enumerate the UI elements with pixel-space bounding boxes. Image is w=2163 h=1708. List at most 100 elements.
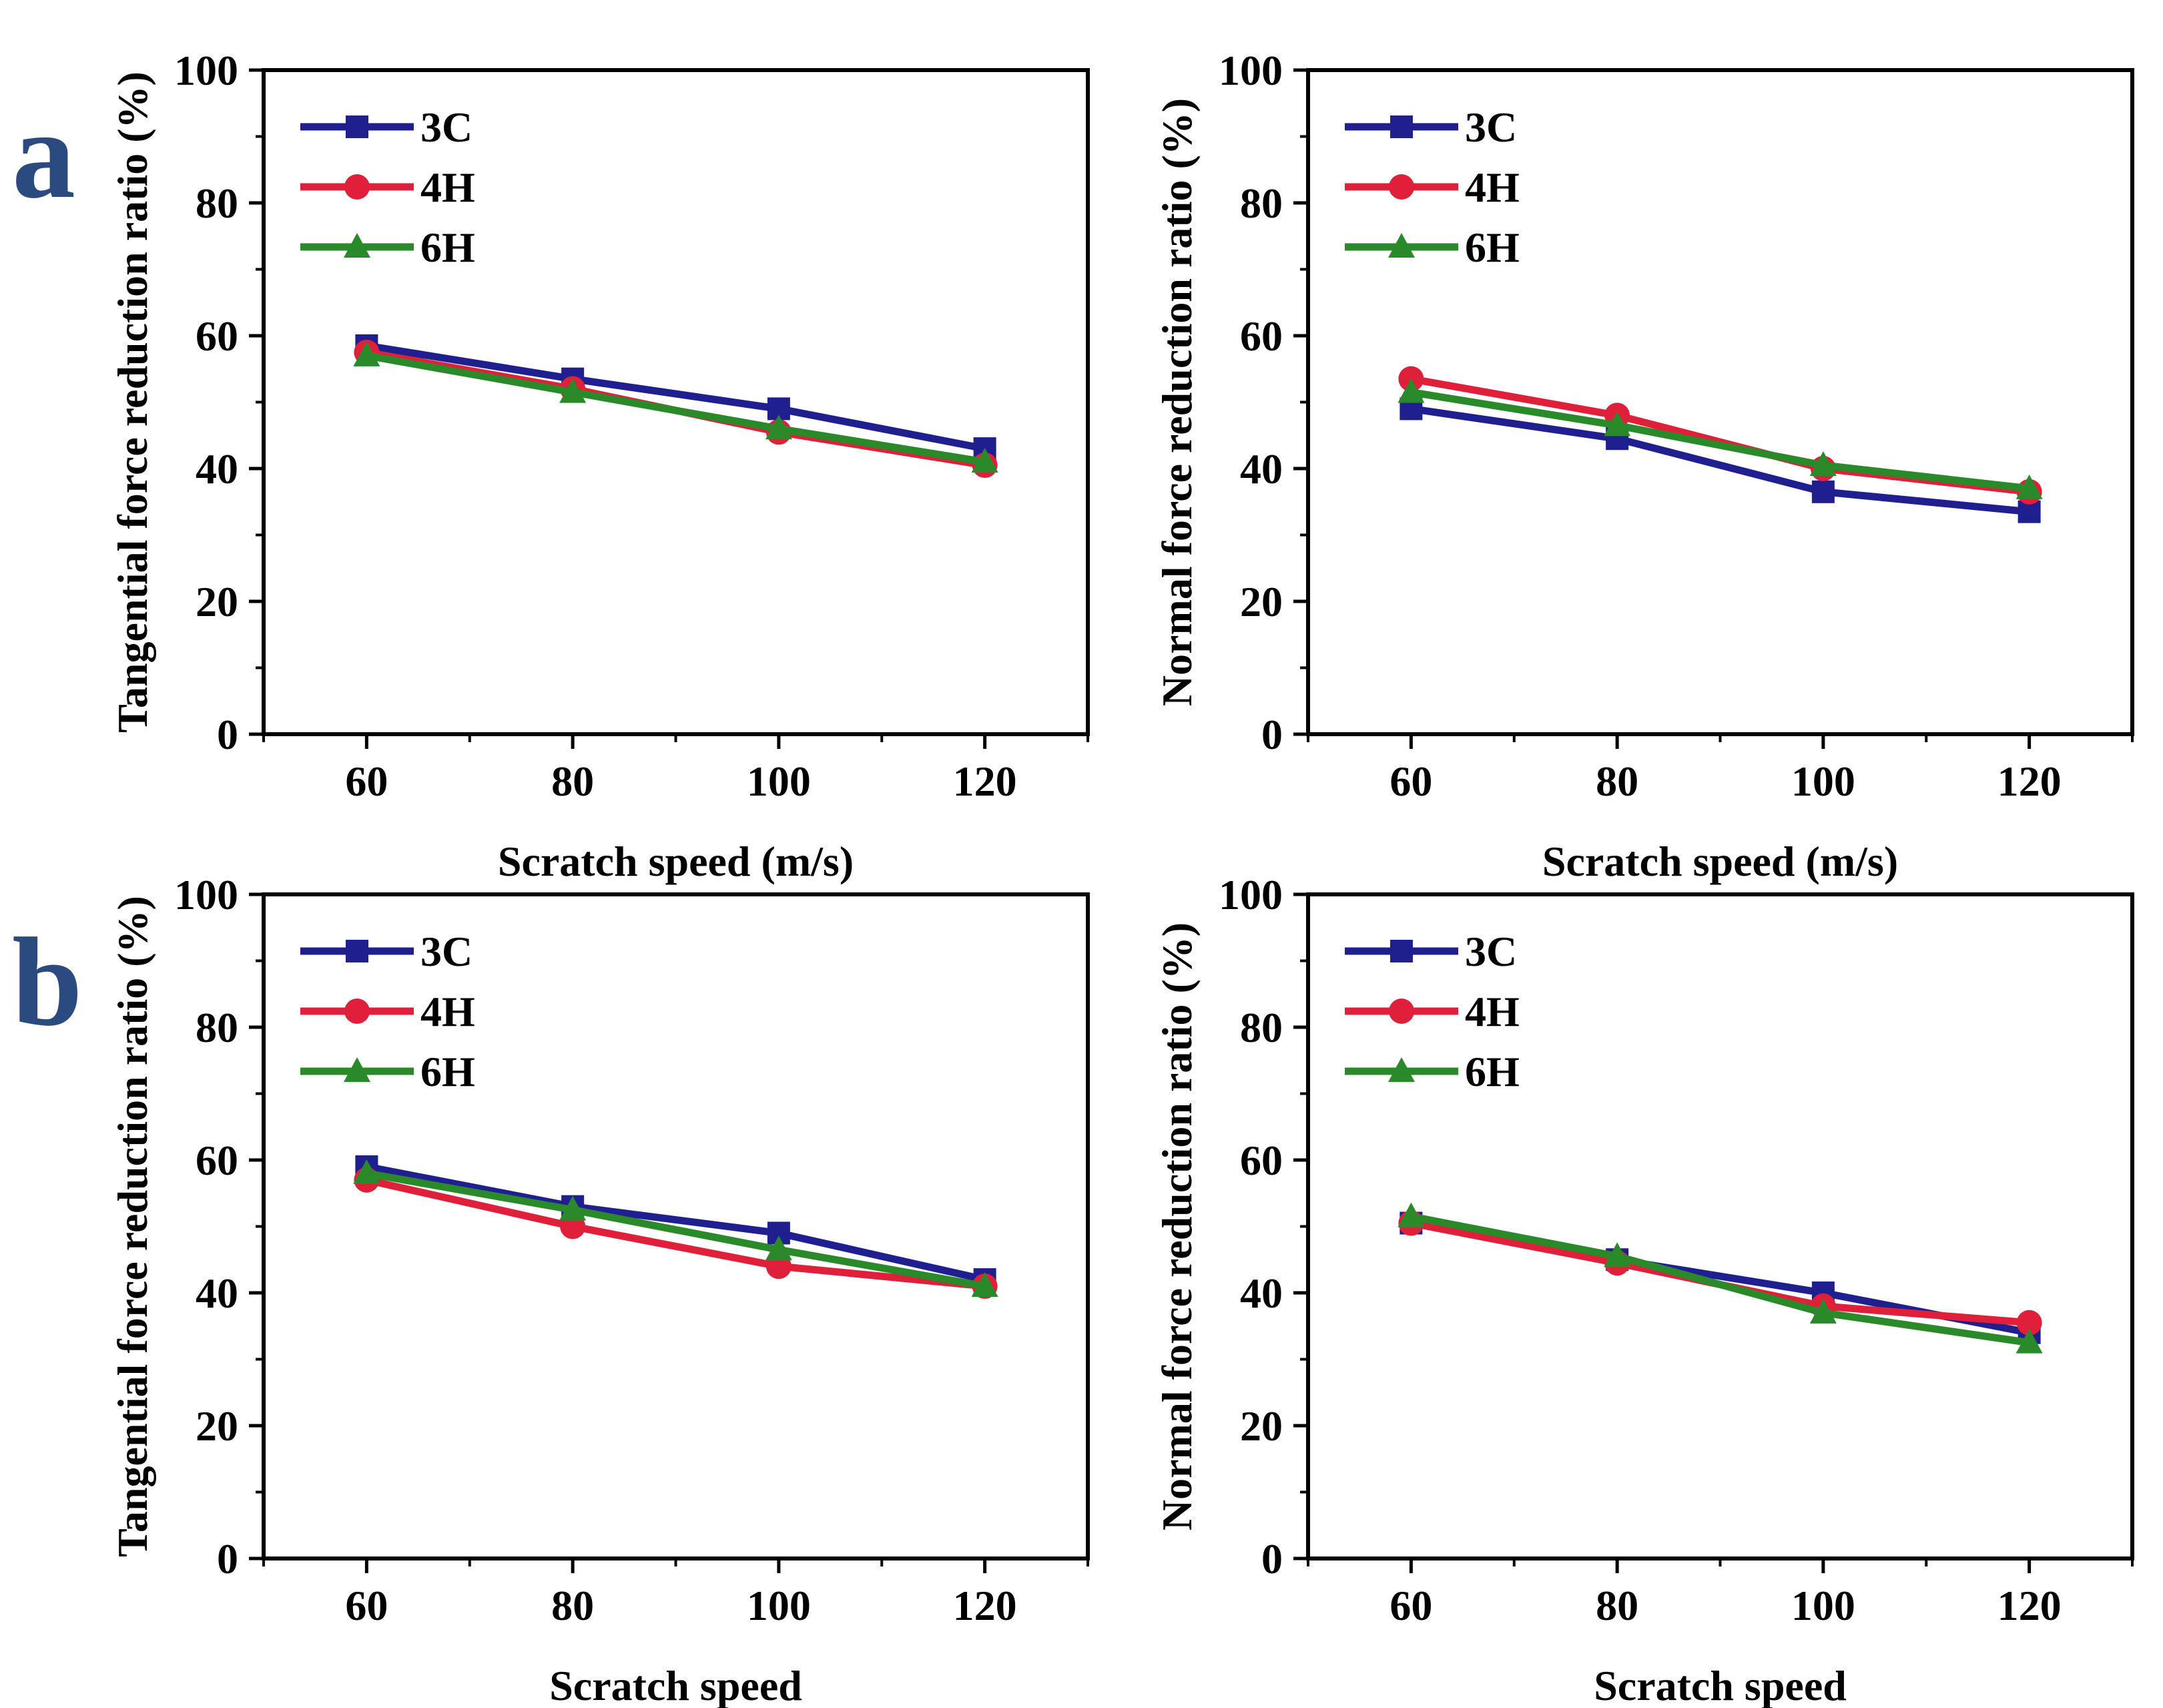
data-point-4H [2016,1310,2042,1336]
panel-label-a: a [12,85,75,225]
series-line-6H [1410,388,2030,493]
x-tick-label: 120 [953,758,1017,805]
series-6H [353,341,998,473]
y-tick-label: 0 [217,1535,238,1583]
y-axis-title: Normal force reduction ratio (%) [1153,98,1201,706]
x-tick-label: 120 [1997,758,2062,805]
x-tick-label: 100 [747,758,811,805]
x-tick-label: 120 [1997,1582,2062,1629]
legend-marker-6H [1388,233,1415,258]
legend-label-3C: 3C [420,928,473,975]
y-tick-label: 100 [1219,47,1283,94]
y-tick-label: 0 [1261,711,1283,758]
data-point-6H [765,414,792,440]
x-axis-title: Scratch speed [549,1662,802,1708]
x-tick-label: 60 [1389,1582,1432,1629]
chart-b-tangential: 0 20 40 60 80 100 60 80 100 120 Scratch speed Tange… [109,871,1090,1708]
y-tick-label: 100 [1219,871,1283,918]
x-tick-label: 100 [747,1582,811,1629]
y-tick-label: 20 [196,1402,238,1450]
y-axis-title: Normal force reduction ratio (%) [1153,922,1201,1530]
data-point-6H [353,341,380,366]
series-3C [1400,397,2041,523]
legend-marker-4H [1389,174,1414,200]
x-axis-title: Scratch speed (m/s) [1542,838,1898,885]
data-point-6H [559,378,587,403]
legend-marker-3C [346,940,368,962]
plot-frame [1306,68,2134,736]
legend-label-4H: 4H [1465,988,1520,1035]
y-tick-label: 0 [1261,1535,1283,1583]
legend-marker-4H [344,999,370,1024]
legend-label-4H: 4H [420,164,475,211]
y-tick-label: 40 [1240,1269,1283,1317]
y-tick-label: 20 [1240,1402,1283,1450]
y-tick-label: 20 [1240,578,1283,625]
y-tick-label: 100 [174,47,238,94]
legend-marker-4H [344,174,370,200]
series-4H [1398,366,2042,505]
data-point-6H [559,1195,587,1221]
chart-b-normal: 0 20 40 60 80 100 60 80 100 120 Scratch speed Norma… [1153,871,2134,1708]
series-line-4H [366,1176,986,1290]
series-line-6H [366,352,986,466]
chart-a-tangential: 0 20 40 60 80 100 60 80 100 120 Scratch speed (m/s… [109,47,1090,885]
legend-marker-4H [1389,999,1414,1024]
series-line-6H [1410,1213,2030,1347]
legend: 3C 4H 6H [1345,103,1520,271]
legend-marker-3C [346,115,368,138]
data-point-6H [971,1272,998,1298]
data-point-6H [2016,1328,2043,1354]
legend-label-6H: 6H [420,224,475,271]
legend-label-3C: 3C [1465,928,1517,975]
y-tick-label: 80 [196,180,238,227]
legend-label-3C: 3C [1465,103,1517,151]
legend-label-4H: 4H [420,988,475,1035]
y-tick-label: 60 [1240,312,1283,360]
series-line-3C [366,342,986,453]
series-6H [353,1159,998,1298]
x-tick-label: 120 [953,1582,1017,1629]
legend-marker-3C [1390,115,1413,138]
y-tick-label: 20 [196,578,238,625]
series-3C [355,334,996,461]
x-axis-title: Scratch speed (m/s) [498,838,854,885]
series-6H [1398,1202,2043,1354]
x-tick-label: 60 [345,758,388,805]
y-tick-label: 40 [196,445,238,493]
y-tick-label: 60 [1240,1137,1283,1184]
x-tick-label: 100 [1791,758,1855,805]
plot-frame [262,68,1090,736]
x-tick-label: 80 [551,1582,594,1629]
x-axis-title: Scratch speed [1594,1662,1847,1708]
data-point-6H [971,448,998,473]
data-point-3C [1811,480,1835,503]
legend-marker-6H [344,1057,370,1082]
data-point-6H [2016,474,2043,499]
legend: 3C 4H 6H [1345,928,1520,1095]
legend-marker-6H [344,233,370,258]
x-tick-label: 60 [1389,758,1432,805]
legend-label-6H: 6H [420,1048,475,1095]
data-point-6H [1809,451,1837,477]
legend-label-3C: 3C [420,103,473,151]
x-tick-label: 60 [345,1582,388,1629]
y-tick-label: 40 [196,1269,238,1317]
x-tick-label: 80 [551,758,594,805]
legend: 3C 4H 6H [300,103,475,271]
data-point-6H [1604,411,1631,437]
legend-label-6H: 6H [1465,224,1520,271]
y-tick-label: 80 [196,1004,238,1051]
y-tick-label: 0 [217,711,238,758]
data-point-6H [353,1159,380,1184]
data-point-6H [1604,1242,1631,1267]
legend-label-6H: 6H [1465,1048,1520,1095]
series-6H [1398,378,2043,499]
legend: 3C 4H 6H [300,928,475,1095]
y-tick-label: 40 [1240,445,1283,493]
y-tick-label: 80 [1240,180,1283,227]
data-point-6H [1398,1202,1425,1227]
legend-marker-6H [1388,1057,1415,1082]
x-tick-label: 80 [1596,1582,1638,1629]
panel-label-b: b [12,912,83,1053]
